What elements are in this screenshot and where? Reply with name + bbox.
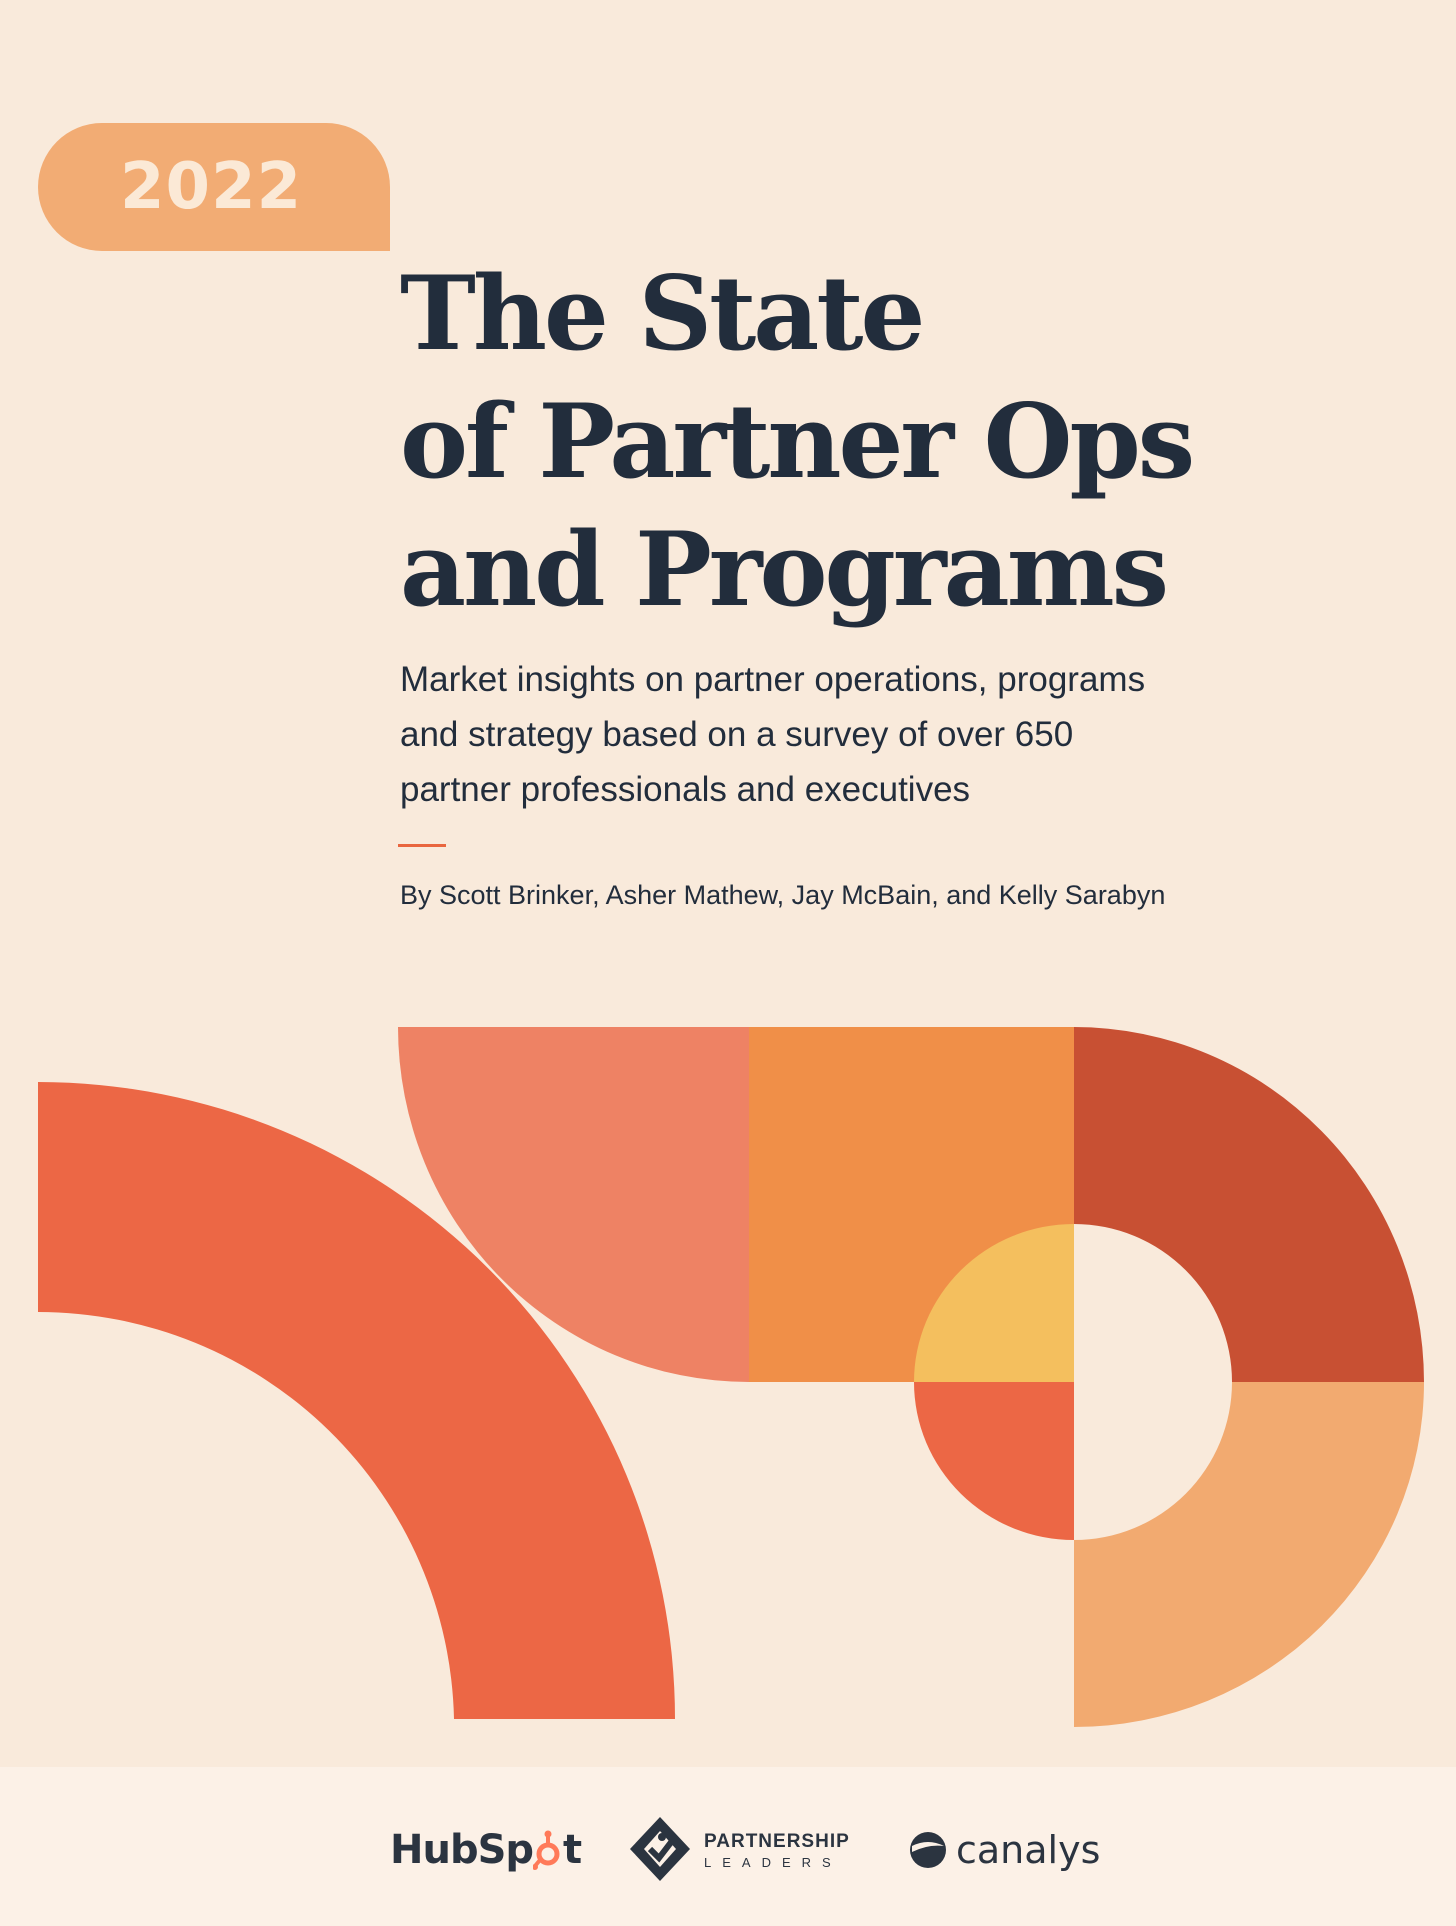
subtitle-line-2: and strategy based on a survey of over 6… [400,715,1074,754]
cover-subtitle: Market insights on partner operations, p… [400,652,1300,817]
year-label: 2022 [120,150,303,224]
partnership-wordmark: PARTNERSHIP [704,1830,850,1852]
title-line-1: The State [400,254,925,374]
title-line-2: of Partner Ops [400,382,1195,502]
rust-quarter-ring-shape [1074,1027,1424,1382]
hubspot-sprocket-icon [533,1830,560,1870]
coral-arc-shape [38,1082,675,1719]
cover-title: The State of Partner Ops and Programs [400,250,1195,634]
accent-divider [398,844,446,847]
subtitle-line-3: partner professionals and executives [400,770,971,809]
canalys-wordmark: canalys [956,1828,1101,1872]
yellow-quarter-shape [914,1224,1074,1382]
hubspot-text-start: HubSp [390,1827,534,1873]
year-badge: 2022 [38,123,390,251]
hubspot-logo: HubSp t [390,1822,582,1878]
leaders-wordmark: LEADERS [704,1854,842,1870]
logo-footer [0,1767,1456,1926]
author-byline: By Scott Brinker, Asher Mathew, Jay McBa… [400,880,1166,910]
salmon-quarter-shape [398,1027,749,1382]
hubspot-text-end: t [563,1827,582,1873]
partnership-diamond-icon [630,1817,690,1881]
partnership-leaders-logo: PARTNERSHIP LEADERS [628,1810,850,1890]
peach-quarter-ring-shape [1074,1382,1424,1727]
coral-small-quarter-shape [914,1382,1074,1540]
canalys-mark-icon [910,1832,946,1868]
subtitle-line-1: Market insights on partner operations, p… [400,660,1146,699]
canalys-logo: canalys [908,1823,1100,1877]
title-line-3: and Programs [400,510,1169,630]
